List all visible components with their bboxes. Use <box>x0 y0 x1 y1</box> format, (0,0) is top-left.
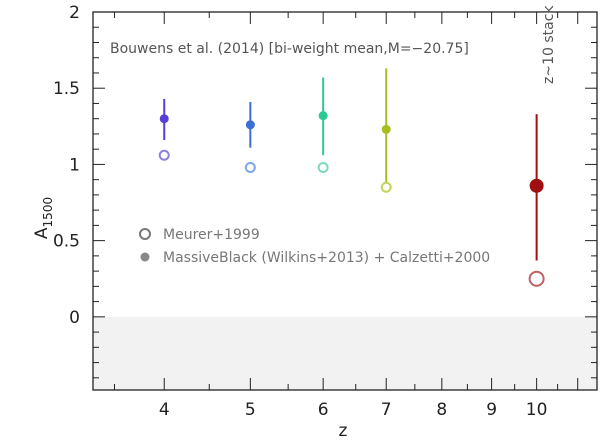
meurer-point <box>158 149 170 161</box>
massiveblack-point <box>381 124 391 134</box>
tick-labels: 0 0.5 1 1.5 2 4 5 6 7 8 9 10 <box>53 3 547 420</box>
meurer-point <box>317 161 329 173</box>
annotation-bouwens: Bouwens et al. (2014) [bi-weight mean,M=… <box>110 41 469 57</box>
x-axis-label: z <box>339 421 348 441</box>
meurer-point <box>244 161 256 173</box>
y-tick-label: 0 <box>69 308 80 328</box>
y-tick-label: 1.5 <box>53 79 80 99</box>
y-tick-label: 2 <box>69 3 80 23</box>
x-tick-label: 9 <box>486 400 497 420</box>
x-tick-label: 10 <box>526 400 548 420</box>
x-tick-label: 5 <box>245 400 256 420</box>
massiveblack-point <box>245 120 255 130</box>
negative-region-shading <box>93 316 597 390</box>
massiveblack-point <box>318 111 328 121</box>
x-tick-label: 7 <box>381 400 392 420</box>
legend-open-circle-marker <box>139 228 151 240</box>
legend-filled-circle-marker <box>140 252 150 262</box>
legend-label-meurer: Meurer+1999 <box>163 227 260 243</box>
x-tick-label: 6 <box>318 400 329 420</box>
y-tick-label: 0.5 <box>53 232 80 252</box>
legend: Meurer+1999 MassiveBlack (Wilkins+2013) … <box>139 227 490 266</box>
data-marks <box>158 68 545 287</box>
plot-frame <box>92 11 598 391</box>
y-axis-label-subscript: 1500 <box>41 197 55 228</box>
massiveblack-point <box>159 114 169 124</box>
x-tick-label: 8 <box>436 400 447 420</box>
massiveblack-point <box>529 178 544 193</box>
y-axis-label: A1500 <box>32 197 55 239</box>
x-tick-label: 4 <box>159 400 170 420</box>
y-tick-label: 1 <box>69 155 80 175</box>
annotation-z10-stack: z~10 stack <box>541 5 557 84</box>
meurer-point <box>380 181 392 193</box>
meurer-point <box>528 270 545 287</box>
legend-label-massiveblack: MassiveBlack (Wilkins+2013) + Calzetti+2… <box>163 250 490 266</box>
y-axis-label-main: A <box>32 227 52 239</box>
